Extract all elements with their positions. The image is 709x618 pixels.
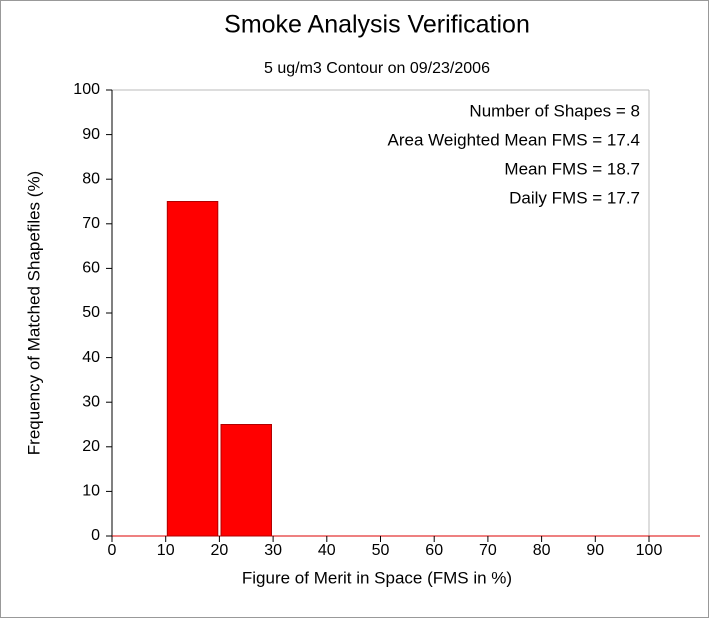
y-tick-label: 100 [73,81,100,98]
x-tick-label: 60 [425,542,443,559]
y-tick-label: 40 [82,349,100,366]
x-tick-label: 50 [372,542,390,559]
x-tick-label: 90 [586,542,604,559]
x-tick-label: 80 [533,542,551,559]
x-tick-label: 70 [479,542,497,559]
x-tick-label: 30 [264,542,282,559]
x-tick-label: 40 [318,542,336,559]
annotation: Daily FMS = 17.7 [509,188,640,207]
y-tick-label: 80 [82,170,100,187]
y-tick-label: 20 [82,438,100,455]
y-tick-label: 10 [82,483,100,500]
annotation: Number of Shapes = 8 [469,101,640,120]
y-tick-label: 90 [82,126,100,143]
chart-subtitle: 5 ug/m3 Contour on 09/23/2006 [264,60,490,77]
x-tick-label: 20 [211,542,229,559]
annotation: Mean FMS = 18.7 [504,159,640,178]
chart-title: Smoke Analysis Verification [224,11,530,39]
x-axis-label: Figure of Merit in Space (FMS in %) [242,568,512,587]
annotation: Area Weighted Mean FMS = 17.4 [388,130,640,149]
y-axis-label: Frequency of Matched Shapefiles (%) [24,171,43,455]
y-tick-label: 70 [82,215,100,232]
y-tick-label: 60 [82,260,100,277]
x-tick-label: 0 [108,542,117,559]
x-tick-label: 100 [636,542,663,559]
bar [166,201,219,537]
bar [220,424,272,537]
y-tick-label: 50 [82,304,100,321]
x-tick-label: 10 [157,542,175,559]
y-tick-label: 30 [82,393,100,410]
y-tick-label: 0 [91,527,100,544]
